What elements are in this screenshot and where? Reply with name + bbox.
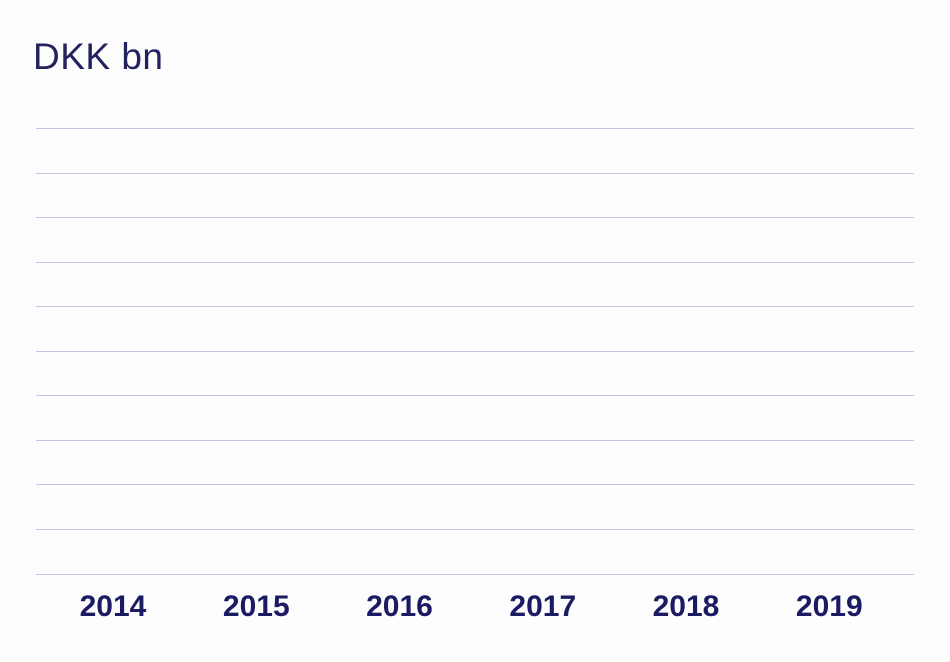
x-tick-label-2017: 2017 [509,590,577,623]
gridline [36,439,914,441]
gridline [36,128,914,129]
plot-area [36,128,914,575]
x-tick-label-2018: 2018 [652,590,720,623]
gridline [36,172,914,174]
gridline [36,261,914,263]
x-tick-label-2015: 2015 [222,590,290,623]
x-tick-label-2014: 2014 [79,590,147,623]
gridline [36,350,914,352]
gridline [36,217,914,219]
x-tick-label-2019: 2019 [795,590,863,623]
gridline [36,484,914,486]
gridline [36,306,914,308]
gridline [36,395,914,397]
chart-title: DKK bn [33,36,164,77]
gridline [36,573,914,575]
x-tick-label-2016: 2016 [366,590,433,623]
gridline [36,528,914,530]
x-axis: 2014 2015 2016 2017 2018 2019 [36,590,914,630]
